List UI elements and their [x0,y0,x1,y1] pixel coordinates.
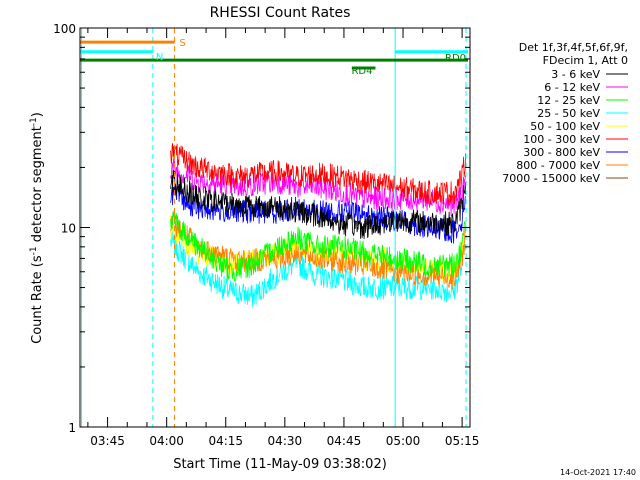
y-axis-label-sup-1: -1 [29,246,39,255]
x-tick-label: 04:15 [208,434,243,448]
legend-header-1: Det 1f,3f,4f,5f,6f,9f, [519,41,628,54]
y-axis-label: Count Rate (s-1 detector segment-1) [29,112,45,344]
flag-label-4: RD4 [351,66,372,77]
x-tick-label: 05:00 [386,434,421,448]
legend-label: 300 - 800 keV [523,146,600,159]
series-layer [170,143,466,307]
legend-header-2: FDecim 1, Att 0 [543,54,628,67]
y-tick-label: 10 [61,222,76,236]
flag-label-3: RD0 [445,53,466,64]
y-axis-label-main: Count Rate (s [30,255,45,344]
legend: Det 1f,3f,4f,5f,6f,9f, FDecim 1, Att 0 3… [502,41,628,185]
x-tick-label: 03:45 [90,434,125,448]
y-axis-label-sup-2: -1 [29,117,39,126]
annotation-layer: S N RD0 RD4 [80,28,469,427]
y-ticks: 1 10 100 [53,22,470,435]
legend-label: 7000 - 15000 keV [502,172,600,185]
legend-label: 25 - 50 keV [537,107,600,120]
flag-label-1: N [156,52,163,63]
timestamp: 14-Oct-2021 17:40 [560,468,636,477]
series-line-5 [170,143,466,205]
legend-label: 3 - 6 keV [551,68,600,81]
x-tick-label: 04:45 [327,434,362,448]
legend-label: 6 - 12 keV [544,81,600,94]
y-tick-label: 1 [68,421,76,435]
x-tick-label: 04:00 [149,434,184,448]
chart-title: RHESSI Count Rates [210,5,351,21]
series-line-6 [170,183,466,244]
x-tick-label: 04:30 [268,434,303,448]
x-axis-label: Start Time (11-May-09 03:38:02) [173,457,387,472]
x-tick-label: 05:15 [445,434,480,448]
legend-label: 50 - 100 keV [530,120,600,133]
series-line-2 [170,210,466,282]
legend-label: 12 - 25 keV [537,94,600,107]
y-axis-label-end: ) [30,112,45,117]
y-axis-label-mid: detector segment [30,126,45,246]
legend-label: 800 - 7000 keV [516,159,600,172]
series-line-0 [170,169,466,240]
legend-label: 100 - 300 keV [523,133,600,146]
x-ticks: 03:45 04:00 04:15 04:30 04:45 05:00 05:15 [87,28,480,448]
y-tick-label: 100 [53,22,76,36]
series-line-3 [170,231,466,307]
flag-label-0: S [180,38,186,49]
